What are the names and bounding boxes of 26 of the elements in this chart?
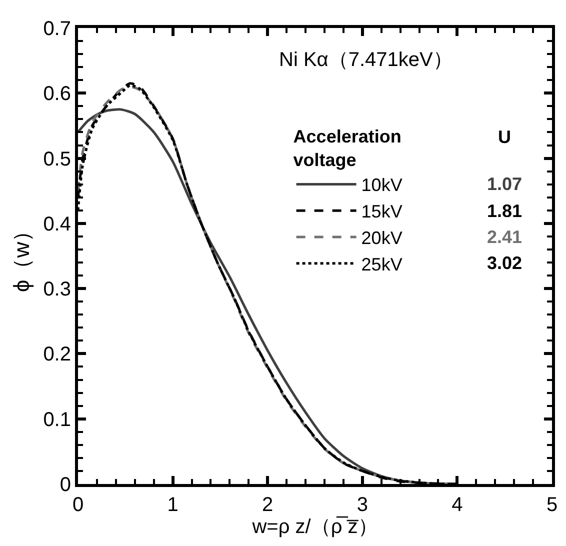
x-tick-label: 5 (546, 494, 558, 516)
annotation: 2.41 (487, 227, 522, 247)
y-tick-label: 0.7 (43, 18, 71, 40)
x-tick-label: 4 (452, 494, 463, 516)
annotation: 1.81 (487, 201, 522, 221)
y-tick-label: 0.5 (43, 148, 71, 170)
annotation: 3.02 (487, 253, 522, 273)
legend-label: 10kV (361, 175, 402, 196)
x-tick-label: 2 (262, 494, 274, 516)
y-tick-label: 0.2 (43, 344, 71, 366)
y-tick-label: 0.4 (43, 213, 71, 236)
annotation: Ni Kα（7.471keV） (279, 49, 453, 71)
x-tick-label: 3 (356, 494, 368, 516)
legend-title: Acceleration voltage (293, 126, 402, 170)
legend-label: 15kV (361, 202, 402, 222)
legend-label: 25kV (361, 254, 402, 274)
legend-label: 20kV (361, 228, 402, 248)
y-tick-label: 0 (60, 474, 71, 496)
y-tick-label: 0.1 (43, 408, 71, 431)
x-tick-label: 1 (167, 494, 178, 516)
annotation: 1.07 (487, 174, 522, 194)
y-tick-label: 0.3 (43, 278, 71, 301)
y-axis-title: ϕ（w） (8, 220, 34, 292)
y-tick-label: 0.6 (43, 83, 71, 106)
x-axis-title: w=ρ z/（ρ̅ z̅） (251, 516, 378, 538)
annotation: U (498, 127, 511, 147)
